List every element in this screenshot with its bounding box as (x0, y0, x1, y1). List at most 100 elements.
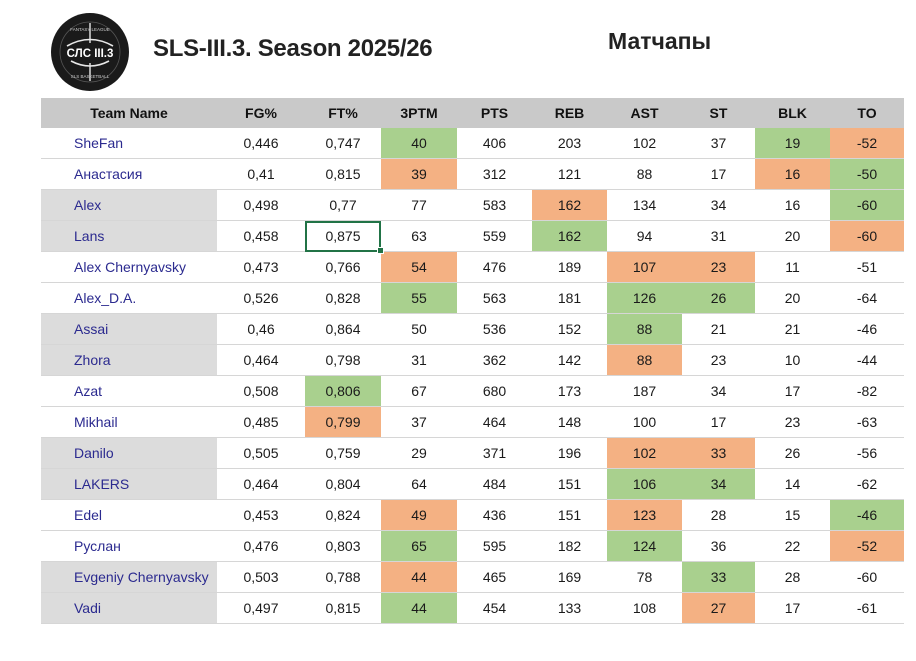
stat-cell-st[interactable]: 31 (682, 220, 755, 252)
stat-cell-ft-pct[interactable]: 0,77 (305, 189, 381, 221)
stat-cell-pts[interactable]: 484 (457, 468, 532, 500)
team-name-cell[interactable]: Zhora (41, 344, 217, 376)
stat-cell-3ptm[interactable]: 55 (381, 282, 457, 314)
stat-cell-blk[interactable]: 15 (755, 499, 830, 531)
stat-cell-to[interactable]: -44 (830, 344, 904, 376)
team-name-cell[interactable]: Alex (41, 189, 217, 221)
stat-cell-ast[interactable]: 187 (607, 375, 682, 407)
stat-cell-reb[interactable]: 152 (532, 313, 607, 345)
stat-cell-blk[interactable]: 11 (755, 251, 830, 283)
stat-cell-3ptm[interactable]: 54 (381, 251, 457, 283)
stat-cell-st[interactable]: 37 (682, 128, 755, 159)
stat-cell-reb[interactable]: 121 (532, 158, 607, 190)
team-name-cell[interactable]: Evgeniy Chernyavsky (41, 561, 217, 593)
stat-cell-ast[interactable]: 124 (607, 530, 682, 562)
stat-cell-ft-pct[interactable]: 0,806 (305, 375, 381, 407)
stat-cell-ast[interactable]: 78 (607, 561, 682, 593)
stat-cell-to[interactable]: -52 (830, 530, 904, 562)
stat-cell-st[interactable]: 33 (682, 561, 755, 593)
stat-cell-ast[interactable]: 94 (607, 220, 682, 252)
col-header-pts[interactable]: PTS (457, 98, 532, 128)
stat-cell-fg-pct[interactable]: 0,498 (217, 189, 305, 221)
team-name-cell[interactable]: Vadi (41, 592, 217, 624)
stat-cell-3ptm[interactable]: 37 (381, 406, 457, 438)
stat-cell-st[interactable]: 17 (682, 158, 755, 190)
team-name-cell[interactable]: LAKERS (41, 468, 217, 500)
stat-cell-pts[interactable]: 465 (457, 561, 532, 593)
stat-cell-to[interactable]: -46 (830, 313, 904, 345)
stat-cell-blk[interactable]: 23 (755, 406, 830, 438)
stat-cell-3ptm[interactable]: 77 (381, 189, 457, 221)
team-name-cell[interactable]: Alex Chernyavsky (41, 251, 217, 283)
stat-cell-ast[interactable]: 134 (607, 189, 682, 221)
stat-cell-reb[interactable]: 151 (532, 468, 607, 500)
stat-cell-3ptm[interactable]: 44 (381, 592, 457, 624)
stat-cell-st[interactable]: 34 (682, 468, 755, 500)
stat-cell-blk[interactable]: 14 (755, 468, 830, 500)
stat-cell-to[interactable]: -60 (830, 220, 904, 252)
stat-cell-ft-pct[interactable]: 0,864 (305, 313, 381, 345)
stat-cell-3ptm[interactable]: 40 (381, 128, 457, 159)
stat-cell-ast[interactable]: 106 (607, 468, 682, 500)
stat-cell-pts[interactable]: 454 (457, 592, 532, 624)
stat-cell-blk[interactable]: 21 (755, 313, 830, 345)
stat-cell-st[interactable]: 34 (682, 189, 755, 221)
stat-cell-ast[interactable]: 126 (607, 282, 682, 314)
team-name-cell[interactable]: Assai (41, 313, 217, 345)
stat-cell-fg-pct[interactable]: 0,464 (217, 344, 305, 376)
stat-cell-fg-pct[interactable]: 0,476 (217, 530, 305, 562)
stat-cell-st[interactable]: 23 (682, 251, 755, 283)
stat-cell-3ptm[interactable]: 50 (381, 313, 457, 345)
stat-cell-ast[interactable]: 107 (607, 251, 682, 283)
team-name-cell[interactable]: Edel (41, 499, 217, 531)
team-name-cell[interactable]: Azat (41, 375, 217, 407)
stat-cell-blk[interactable]: 17 (755, 592, 830, 624)
stat-cell-st[interactable]: 28 (682, 499, 755, 531)
col-header-fg-pct[interactable]: FG% (217, 98, 305, 128)
stat-cell-st[interactable]: 27 (682, 592, 755, 624)
stat-cell-to[interactable]: -82 (830, 375, 904, 407)
stat-cell-fg-pct[interactable]: 0,41 (217, 158, 305, 190)
stat-cell-fg-pct[interactable]: 0,46 (217, 313, 305, 345)
stat-cell-blk[interactable]: 22 (755, 530, 830, 562)
stat-cell-pts[interactable]: 436 (457, 499, 532, 531)
stat-cell-pts[interactable]: 476 (457, 251, 532, 283)
stat-cell-to[interactable]: -50 (830, 158, 904, 190)
stat-cell-pts[interactable]: 536 (457, 313, 532, 345)
stat-cell-blk[interactable]: 19 (755, 128, 830, 159)
stat-cell-3ptm[interactable]: 44 (381, 561, 457, 593)
stat-cell-fg-pct[interactable]: 0,505 (217, 437, 305, 469)
stat-cell-ft-pct[interactable]: 0,759 (305, 437, 381, 469)
stat-cell-ast[interactable]: 88 (607, 344, 682, 376)
stat-cell-fg-pct[interactable]: 0,453 (217, 499, 305, 531)
stat-cell-ft-pct[interactable]: 0,788 (305, 561, 381, 593)
team-name-cell[interactable]: Danilo (41, 437, 217, 469)
stat-cell-reb[interactable]: 162 (532, 189, 607, 221)
stat-cell-to[interactable]: -63 (830, 406, 904, 438)
stat-cell-ast[interactable]: 88 (607, 158, 682, 190)
stat-cell-st[interactable]: 26 (682, 282, 755, 314)
stat-cell-ast[interactable]: 123 (607, 499, 682, 531)
stat-cell-ft-pct[interactable]: 0,799 (305, 406, 381, 438)
stat-cell-fg-pct[interactable]: 0,458 (217, 220, 305, 252)
stat-cell-to[interactable]: -60 (830, 561, 904, 593)
stat-cell-ft-pct[interactable]: 0,815 (305, 592, 381, 624)
col-header-to[interactable]: TO (830, 98, 904, 128)
stat-cell-3ptm[interactable]: 29 (381, 437, 457, 469)
stat-cell-to[interactable]: -61 (830, 592, 904, 624)
stat-cell-reb[interactable]: 173 (532, 375, 607, 407)
stat-cell-ast[interactable]: 102 (607, 128, 682, 159)
stat-cell-ast[interactable]: 88 (607, 313, 682, 345)
stat-cell-fg-pct[interactable]: 0,526 (217, 282, 305, 314)
stat-cell-blk[interactable]: 10 (755, 344, 830, 376)
stat-cell-to[interactable]: -51 (830, 251, 904, 283)
stat-cell-blk[interactable]: 20 (755, 220, 830, 252)
stat-cell-ft-pct[interactable]: 0,828 (305, 282, 381, 314)
team-name-cell[interactable]: Mikhail (41, 406, 217, 438)
stat-cell-pts[interactable]: 680 (457, 375, 532, 407)
team-name-cell[interactable]: Руслан (41, 530, 217, 562)
stat-cell-to[interactable]: -64 (830, 282, 904, 314)
col-header-team-name[interactable]: Team Name (41, 98, 217, 128)
stat-cell-3ptm[interactable]: 63 (381, 220, 457, 252)
stat-cell-pts[interactable]: 406 (457, 128, 532, 159)
